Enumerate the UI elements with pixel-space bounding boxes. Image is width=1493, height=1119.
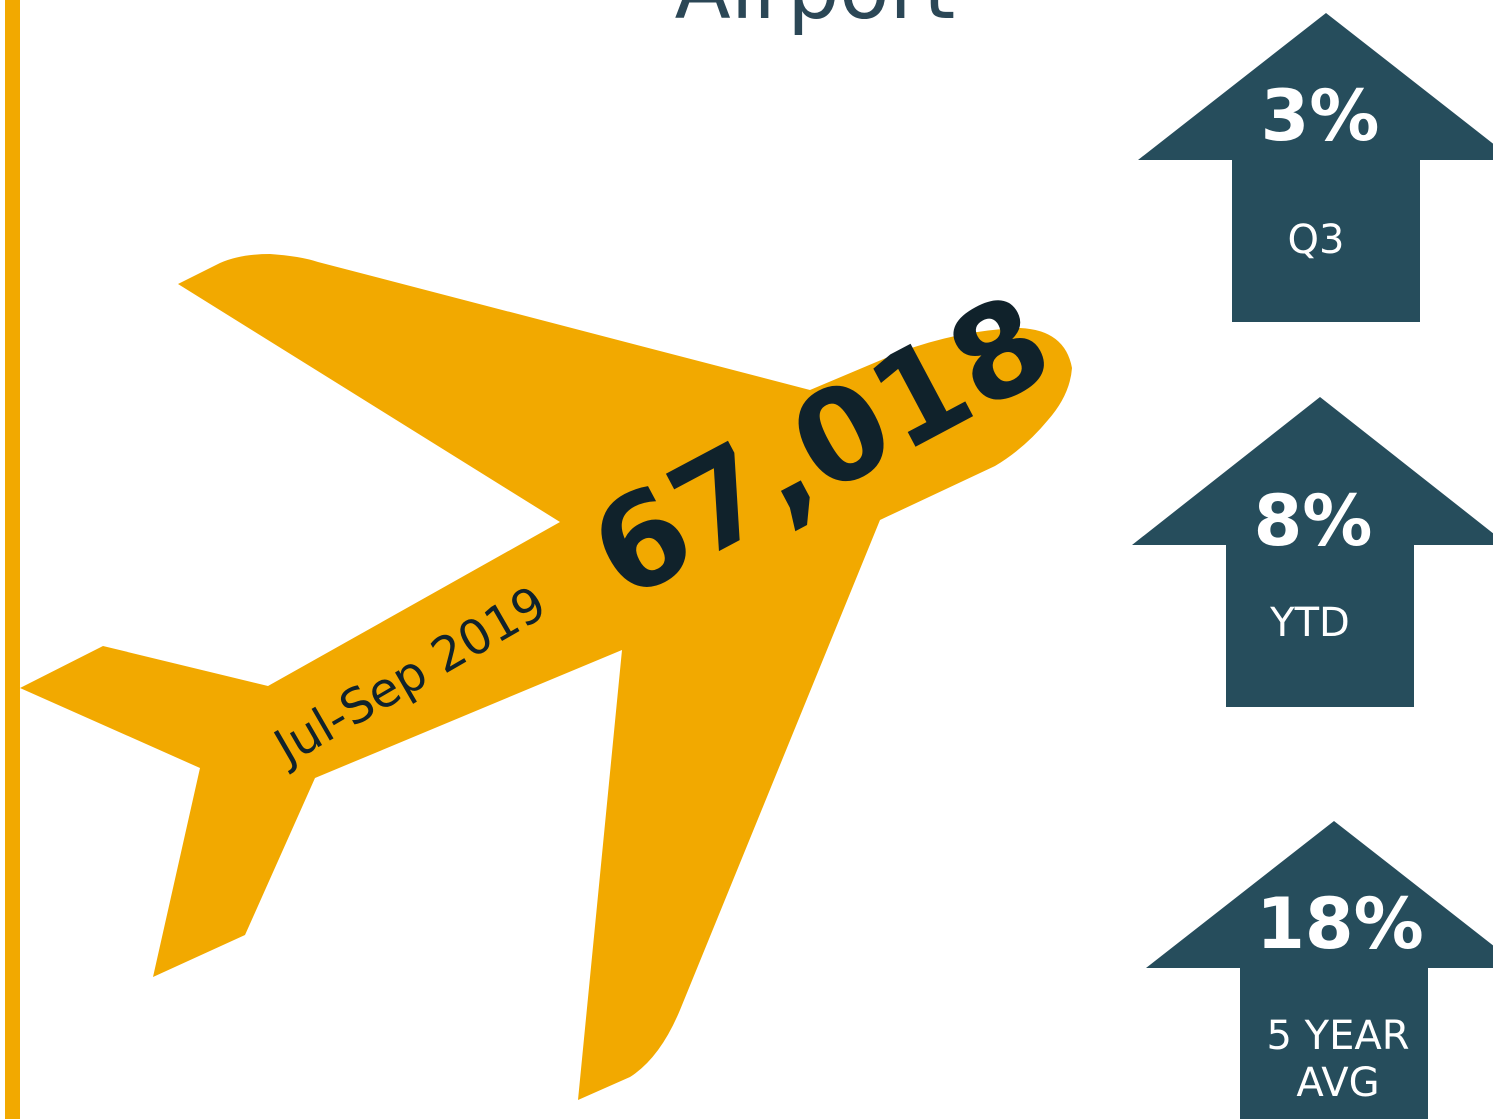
arrow: [1138, 13, 1493, 322]
arrow-q3: 3% Q3: [1138, 13, 1493, 322]
arrow-ytd: 8% YTD: [1132, 397, 1493, 707]
percent: 3%: [1261, 75, 1380, 157]
arrow-5yr: 18% 5 YEAR AVG: [1146, 821, 1493, 1119]
percent: 18%: [1256, 883, 1424, 965]
label: 5 YEAR: [1266, 1013, 1409, 1059]
label: YTD: [1269, 600, 1350, 646]
title: Airport: [675, 0, 956, 38]
side-bar: [5, 0, 20, 1119]
arrow: [1132, 397, 1493, 707]
label: AVG: [1296, 1060, 1379, 1106]
arrow: [1146, 821, 1493, 1119]
percent: 8%: [1254, 480, 1373, 562]
label: Q3: [1288, 217, 1345, 263]
plane: [20, 254, 1072, 1100]
